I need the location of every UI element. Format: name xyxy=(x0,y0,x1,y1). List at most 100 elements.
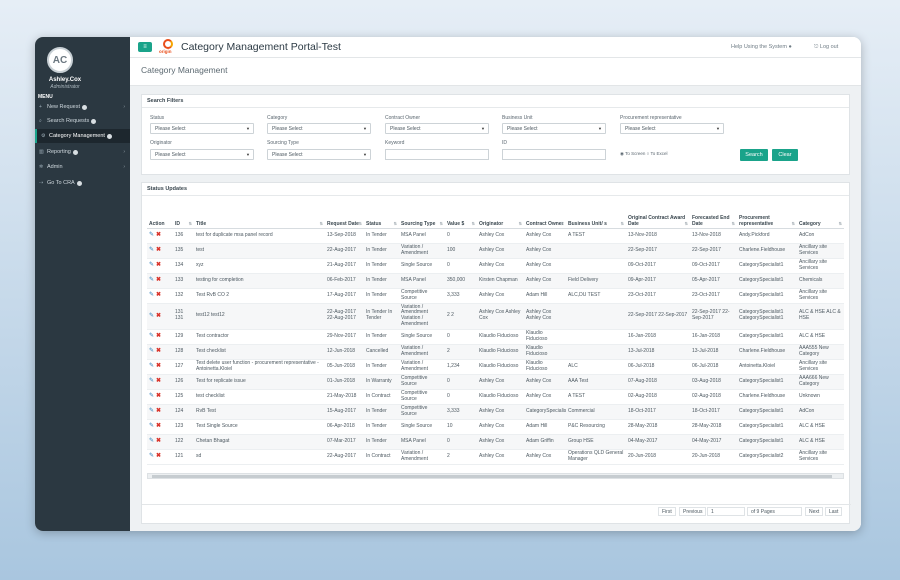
edit-icon[interactable]: ✎ xyxy=(149,262,155,269)
search-button[interactable]: Search xyxy=(740,149,768,161)
row-actions: ✎ ✖ xyxy=(147,243,173,259)
column-header[interactable]: Status ⇅ xyxy=(364,204,399,229)
column-header[interactable]: Business Unit/ s ⇅ xyxy=(566,204,626,229)
delete-icon[interactable]: ✖ xyxy=(156,453,162,460)
column-header[interactable]: Forecasted End Date ⇅ xyxy=(690,204,737,229)
contract-owner-select[interactable]: Please Select ▼ xyxy=(385,123,489,134)
column-header[interactable]: Contract Owner ⇅ xyxy=(524,204,566,229)
table-row[interactable]: ✎ ✖ 132 Test RvB CO 2 17-Aug-2017 In Tender Co… xyxy=(147,288,844,304)
delete-icon[interactable]: ✖ xyxy=(156,333,162,340)
column-header[interactable]: Procurement representative ⇅ xyxy=(737,204,797,229)
keyword-input[interactable] xyxy=(385,149,489,160)
table-row[interactable]: ✎ ✖ 129 Test contractor 29-Nov-2017 In Tender… xyxy=(147,329,844,345)
sourcing-type-select[interactable]: Please Select ▼ xyxy=(267,149,371,160)
sidebar-item-category-management[interactable]: ⚙ Category Management xyxy=(35,129,130,143)
table-row[interactable]: ✎ ✖ 131 131 test12 test12 22-Aug-2017 22-Aug… xyxy=(147,303,844,330)
procurement-label: Procurement representative xyxy=(620,115,682,121)
table-row[interactable]: ✎ ✖ 136 test for duplicate msa panel record… xyxy=(147,228,844,244)
column-header[interactable]: Sourcing Type ⇅ xyxy=(399,204,445,229)
table-cell: Competitive Source xyxy=(399,288,445,304)
delete-icon[interactable]: ✖ xyxy=(156,262,162,269)
column-header[interactable]: Value $ ⇅ xyxy=(445,204,477,229)
edit-icon[interactable]: ✎ xyxy=(149,408,155,415)
delete-icon[interactable]: ✖ xyxy=(156,247,162,254)
table-cell: 125 xyxy=(173,389,194,405)
logout-link[interactable]: ⎋ Log out xyxy=(814,44,838,51)
id-input[interactable] xyxy=(502,149,606,160)
scrollbar-thumb[interactable] xyxy=(152,475,832,478)
table-row[interactable]: ✎ ✖ 133 testing for completion 06-Feb-2017 In… xyxy=(147,273,844,289)
column-header[interactable]: Request Date ⇅ xyxy=(325,204,364,229)
sidebar-item-admin[interactable]: ✲ Admin › xyxy=(35,160,130,174)
table-row[interactable]: ✎ ✖ 124 RvB Test 15-Aug-2017 In Tender Competi… xyxy=(147,404,844,420)
delete-icon[interactable]: ✖ xyxy=(156,408,162,415)
delete-icon[interactable]: ✖ xyxy=(156,312,162,319)
edit-icon[interactable]: ✎ xyxy=(149,232,155,239)
table-cell: 100 xyxy=(445,243,477,259)
edit-icon[interactable]: ✎ xyxy=(149,453,155,460)
column-header[interactable]: Original Contract Award Date ⇅ xyxy=(626,204,690,229)
category-select[interactable]: Please Select ▼ xyxy=(267,123,371,134)
pager-next-button[interactable]: Next xyxy=(805,507,824,516)
to-excel-radio[interactable]: ○ xyxy=(646,151,650,156)
delete-icon[interactable]: ✖ xyxy=(156,348,162,355)
table-cell: Chetan Bhagat xyxy=(194,434,325,450)
edit-icon[interactable]: ✎ xyxy=(149,438,155,445)
originator-select[interactable]: Please Select ▼ xyxy=(150,149,254,160)
table-row[interactable]: ✎ ✖ 126 Test for replicate issue 01-Jun-2018… xyxy=(147,374,844,390)
table-row[interactable]: ✎ ✖ 127 Test delete user function - procure… xyxy=(147,359,844,375)
sidebar-item-reporting[interactable]: ▥ Reporting › xyxy=(35,145,130,159)
row-actions: ✎ ✖ xyxy=(147,344,173,360)
table-row[interactable]: ✎ ✖ 123 Test Single Source 06-Apr-2018 In Ten… xyxy=(147,419,844,435)
edit-icon[interactable]: ✎ xyxy=(149,247,155,254)
edit-icon[interactable]: ✎ xyxy=(149,312,155,319)
column-header[interactable]: Originator ⇅ xyxy=(477,204,524,229)
clear-button[interactable]: Clear xyxy=(772,149,798,161)
pager-page-input[interactable]: 1 xyxy=(707,507,745,516)
edit-icon[interactable]: ✎ xyxy=(149,363,155,370)
delete-icon[interactable]: ✖ xyxy=(156,277,162,284)
delete-icon[interactable]: ✖ xyxy=(156,378,162,385)
delete-icon[interactable]: ✖ xyxy=(156,438,162,445)
table-cell: 134 xyxy=(173,258,194,274)
edit-icon[interactable]: ✎ xyxy=(149,393,155,400)
menu-toggle-button[interactable]: ≡ xyxy=(138,42,152,52)
table-row[interactable]: ✎ ✖ 135 test 22-Aug-2017 In Tender Variation /… xyxy=(147,243,844,259)
delete-icon[interactable]: ✖ xyxy=(156,363,162,370)
category-label: Category xyxy=(267,115,288,121)
table-cell: test for duplicate msa panel record xyxy=(194,228,325,244)
avatar[interactable]: AC xyxy=(47,47,73,73)
pager-last-button[interactable]: Last xyxy=(825,507,843,516)
edit-icon[interactable]: ✎ xyxy=(149,348,155,355)
table-cell: Ashley Cox Ashley Cox xyxy=(477,303,524,330)
edit-icon[interactable]: ✎ xyxy=(149,423,155,430)
horizontal-scrollbar[interactable] xyxy=(147,473,844,479)
edit-icon[interactable]: ✎ xyxy=(149,277,155,284)
pager-first-button[interactable]: First xyxy=(658,507,676,516)
edit-icon[interactable]: ✎ xyxy=(149,378,155,385)
help-link[interactable]: Help Using the System ● xyxy=(731,44,792,50)
edit-icon[interactable]: ✎ xyxy=(149,292,155,299)
sidebar-item-search-requests[interactable]: ⌕ Search Requests xyxy=(35,114,130,128)
status-select[interactable]: Please Select ▼ xyxy=(150,123,254,134)
column-header[interactable]: ID ⇅ xyxy=(173,204,194,229)
table-row[interactable]: ✎ ✖ 125 test checklist 21-May-2018 In Contrac… xyxy=(147,389,844,405)
delete-icon[interactable]: ✖ xyxy=(156,292,162,299)
to-screen-radio[interactable]: ◉ xyxy=(620,151,624,156)
delete-icon[interactable]: ✖ xyxy=(156,393,162,400)
table-cell: ALC & HSE xyxy=(797,329,844,345)
sidebar-item-new-request[interactable]: + New Request › xyxy=(35,100,130,114)
delete-icon[interactable]: ✖ xyxy=(156,232,162,239)
table-row[interactable]: ✎ ✖ 121 sd 22-Aug-2017 In Contract Variation /… xyxy=(147,449,844,465)
procurement-select[interactable]: Please Select ▼ xyxy=(620,123,724,134)
table-row[interactable]: ✎ ✖ 122 Chetan Bhagat 07-Mar-2017 In Tender MS… xyxy=(147,434,844,450)
sidebar-item-go-to-cra[interactable]: ⇢ Go To CRA xyxy=(35,176,130,190)
table-row[interactable]: ✎ ✖ 128 Test checklist 12-Jun-2018 Cancelled V… xyxy=(147,344,844,360)
column-header[interactable]: Category ⇅ xyxy=(797,204,844,229)
edit-icon[interactable]: ✎ xyxy=(149,333,155,340)
pager-previous-button[interactable]: Previous xyxy=(679,507,707,516)
column-header[interactable]: Title ⇅ xyxy=(194,204,325,229)
business-unit-select[interactable]: Please Select ▼ xyxy=(502,123,606,134)
delete-icon[interactable]: ✖ xyxy=(156,423,162,430)
table-row[interactable]: ✎ ✖ 134 xyz 21-Aug-2017 In Tender Single Sourc… xyxy=(147,258,844,274)
